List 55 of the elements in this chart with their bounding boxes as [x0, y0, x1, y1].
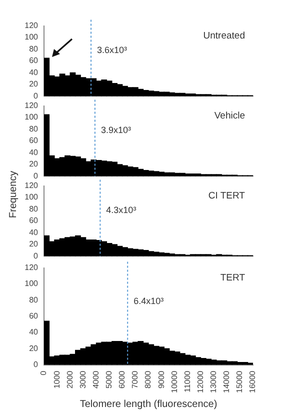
- y-tick-label: 120: [24, 181, 39, 190]
- x-tick-label: 1000: [52, 370, 62, 389]
- x-tick-label: 7000: [130, 370, 140, 389]
- x-tick-label: 9000: [156, 370, 166, 389]
- y-tick-label: 40: [29, 68, 39, 77]
- x-tick-label: 14000: [222, 370, 232, 394]
- x-tick-label: 13000: [209, 370, 218, 394]
- x-tick-label: 11000: [182, 370, 192, 392]
- y-tick-label: 20: [29, 240, 39, 249]
- y-tick-label: 0: [34, 171, 39, 180]
- x-tick-label: 10000: [170, 370, 179, 394]
- y-tick-label: 100: [24, 112, 39, 122]
- y-tick-label: 80: [29, 295, 39, 304]
- y-tick-label: 80: [29, 44, 39, 54]
- y-tick-label: 0: [34, 251, 39, 260]
- y-tick-label: 100: [24, 32, 39, 42]
- y-tick-label: 60: [29, 136, 39, 146]
- y-tick-label: 100: [24, 279, 39, 288]
- x-axis-title: Telomere length (fluorescence): [80, 398, 218, 410]
- y-tick-label: 60: [29, 56, 39, 66]
- y-tick-label: 100: [24, 192, 39, 202]
- x-tick-label: 0: [39, 370, 48, 376]
- y-tick-label: 20: [29, 160, 39, 169]
- y-tick-label: 60: [29, 216, 39, 226]
- y-tick-label: 0: [34, 360, 39, 369]
- x-tick-label: 15000: [235, 370, 244, 394]
- y-tick-label: 120: [24, 101, 39, 110]
- x-tick-label: 3000: [78, 370, 88, 389]
- ref-line-label: 4.3x10³: [106, 204, 136, 215]
- x-tick-label: 2000: [65, 370, 74, 389]
- y-tick-label: 120: [24, 21, 39, 30]
- y-tick-label: 80: [29, 124, 39, 134]
- y-tick-label: 20: [29, 80, 39, 89]
- text: TERT: [220, 272, 246, 284]
- y-axis-title: Frequency: [8, 170, 20, 218]
- text: CI TERT: [208, 190, 246, 202]
- y-tick-label: 80: [29, 204, 39, 214]
- ref-line-label: 3.6x10³: [97, 44, 128, 55]
- text: Untreated: [203, 30, 245, 42]
- y-tick-label: 60: [29, 311, 39, 320]
- x-tick-label: 6000: [118, 370, 127, 389]
- y-tick-label: 20: [29, 344, 39, 353]
- y-tick-label: 0: [34, 91, 39, 100]
- x-tick-label: 12000: [196, 370, 205, 394]
- text: Vehicle: [214, 110, 245, 122]
- y-tick-label: 120: [24, 263, 39, 272]
- y-tick-label: 40: [29, 228, 39, 237]
- x-tick-label: 16000: [248, 370, 258, 394]
- ref-line-label: 3.9x10³: [100, 124, 131, 135]
- x-tick-label: 8000: [144, 370, 153, 389]
- x-tick-label: 4000: [91, 370, 100, 389]
- x-tick-label: 5000: [104, 370, 114, 389]
- y-tick-label: 40: [29, 328, 39, 337]
- ref-line-label: 6.4x10³: [134, 296, 164, 306]
- y-tick-label: 40: [29, 148, 39, 157]
